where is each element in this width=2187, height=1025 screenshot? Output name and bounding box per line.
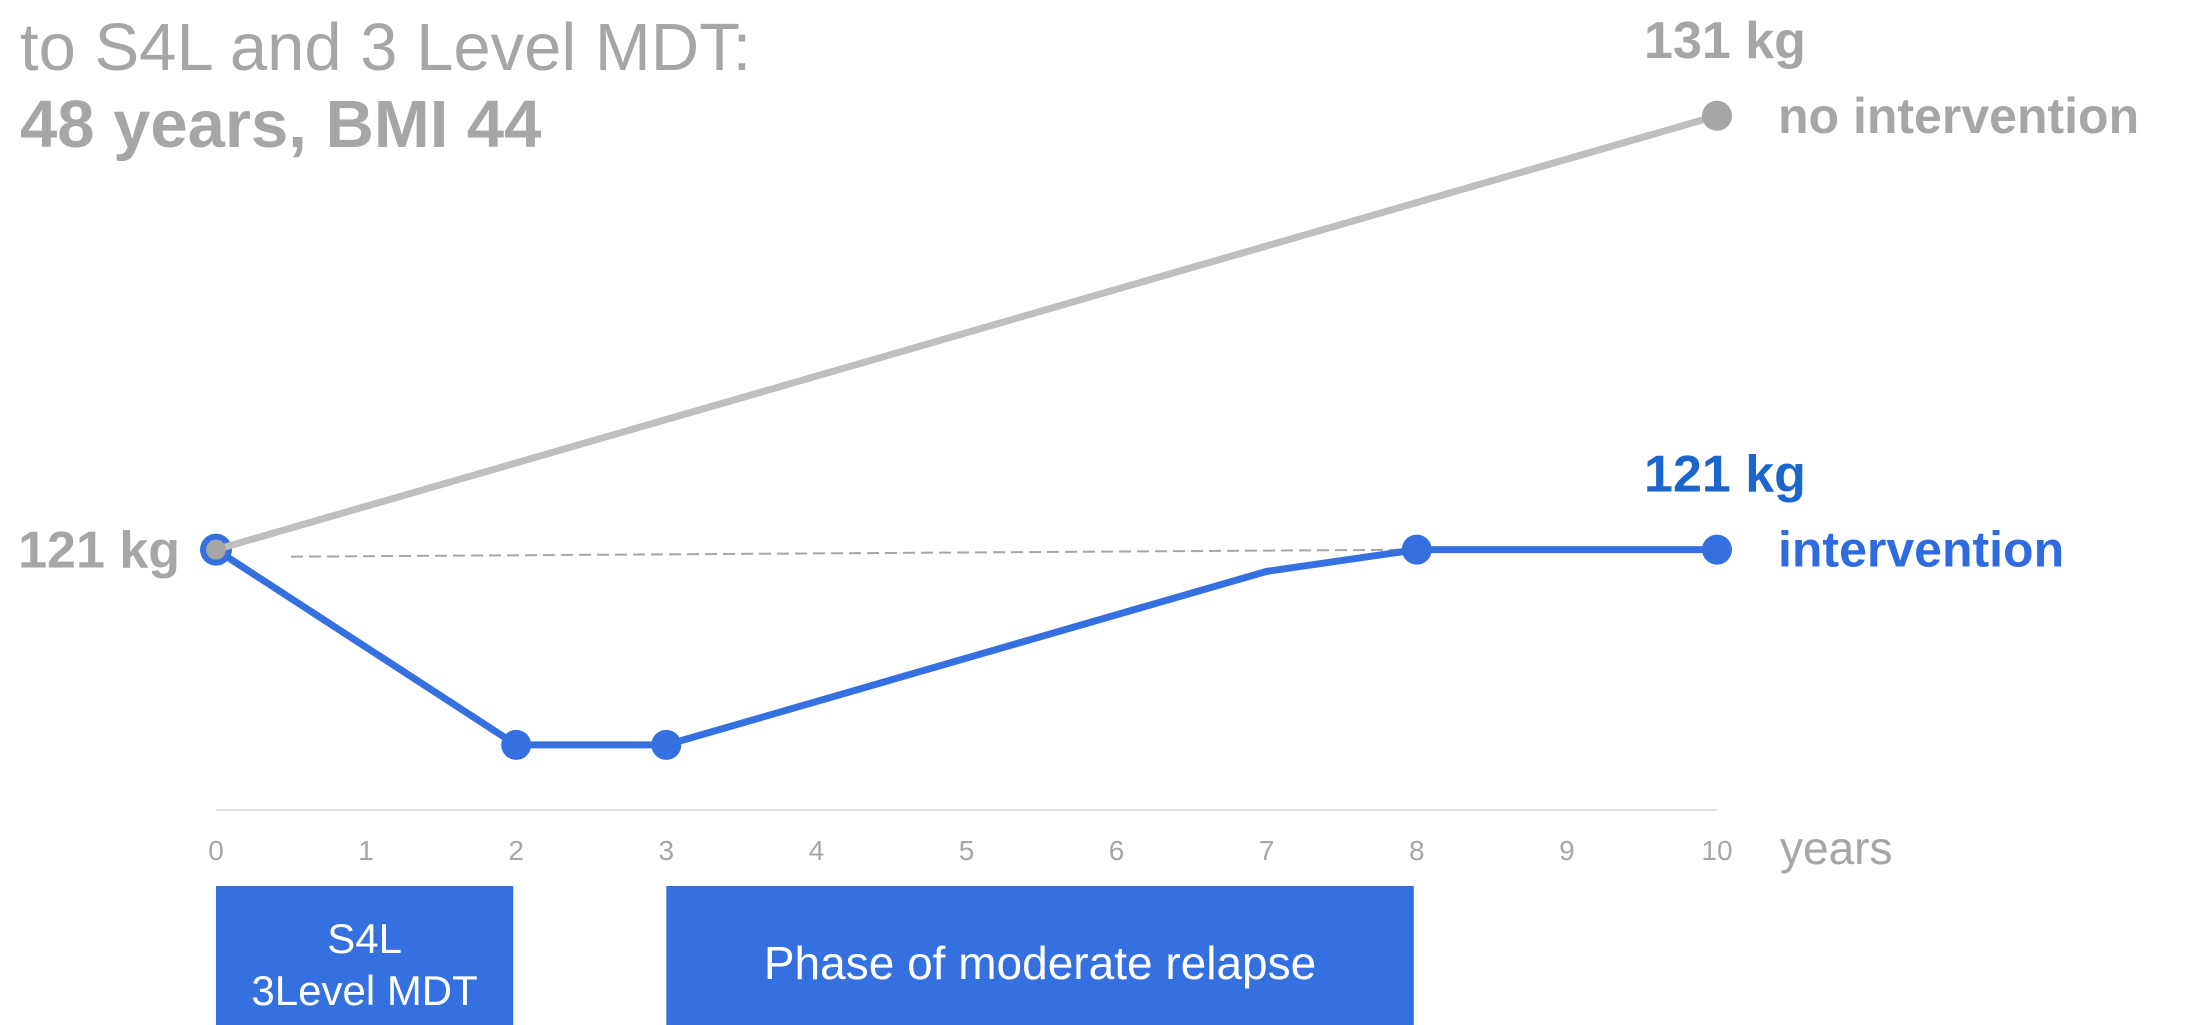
start-label: 121 kg — [18, 522, 180, 580]
chart-title: to S4L and 3 Level MDT: — [20, 10, 751, 85]
x-tick-label: 3 — [659, 835, 675, 866]
x-tick-label: 2 — [508, 835, 524, 866]
chart-subtitle: 48 years, BMI 44 — [20, 87, 541, 162]
series-line — [214, 546, 1717, 749]
x-tick-label: 5 — [959, 835, 975, 866]
data-point — [501, 729, 532, 760]
legend-label: intervention — [1778, 522, 2064, 578]
series-line — [215, 112, 1718, 554]
data-point — [1702, 100, 1732, 131]
x-tick-label: 8 — [1409, 835, 1425, 866]
legend-label: no intervention — [1778, 88, 2139, 144]
x-tick-label: 7 — [1259, 835, 1275, 866]
x-tick-label: 6 — [1109, 835, 1125, 866]
value-label: 131 kg — [1644, 12, 1806, 70]
phase-label: Phase of moderate relapse — [764, 937, 1316, 989]
data-point — [206, 539, 226, 560]
x-tick-label: 1 — [358, 835, 374, 866]
x-axis-label: years — [1780, 822, 1892, 874]
phase-box — [666, 886, 1414, 1025]
data-point — [1702, 534, 1732, 565]
value-label: 121 kg — [1644, 446, 1806, 504]
x-tick-label: 4 — [809, 835, 825, 866]
reference-line — [291, 548, 1417, 558]
data-point — [651, 729, 682, 760]
data-point — [1401, 534, 1432, 565]
x-tick-label: 9 — [1559, 835, 1575, 866]
phase-label: S4L — [327, 915, 402, 962]
phase-box — [216, 886, 514, 1025]
x-tick-label: 10 — [1701, 835, 1732, 866]
x-tick-label: 0 — [208, 835, 224, 866]
phase-label: 3Level MDT — [251, 967, 477, 1014]
